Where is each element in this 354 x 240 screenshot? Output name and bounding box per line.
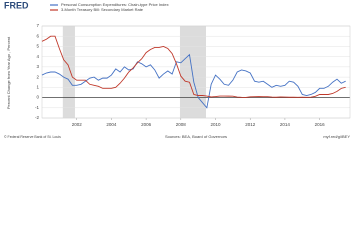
x-tick-label: 2010 <box>211 122 222 127</box>
x-tick-label: 2004 <box>106 122 117 127</box>
x-tick-label: 2008 <box>176 122 187 127</box>
y-tick-label: 6 <box>36 33 39 38</box>
background <box>0 0 354 142</box>
x-tick-label: 2016 <box>315 122 326 127</box>
y-tick-label: 1 <box>36 85 39 90</box>
y-tick-label: 7 <box>36 23 39 28</box>
x-tick-label: 2014 <box>280 122 291 127</box>
y-axis-label: Percent Change from Year Ago , Percent <box>6 36 11 109</box>
source: Sources: BEA, Board of Governors <box>165 134 227 139</box>
y-tick-label: 5 <box>36 44 39 49</box>
x-tick-label: 2002 <box>72 122 83 127</box>
y-tick-label: 0 <box>36 95 39 100</box>
x-tick-label: 2006 <box>141 122 152 127</box>
recession-band <box>179 26 206 118</box>
y-tick-label: -1 <box>35 105 39 110</box>
legend-label: 3-Month Treasury Bill: Secondary Market … <box>61 7 144 12</box>
y-tick-label: -2 <box>35 115 39 120</box>
legend-label: Personal Consumption Expenditures: Chain… <box>61 2 169 7</box>
y-tick-label: 2 <box>36 74 39 79</box>
series-line <box>41 53 346 109</box>
y-tick-label: 3 <box>36 64 39 69</box>
credit: © Federal Reserve Bank of St. Louis <box>4 135 61 139</box>
plot-frame <box>41 25 351 119</box>
link[interactable]: myf.red/g/iBEY <box>323 134 350 139</box>
recession-band <box>62 26 75 118</box>
y-tick-label: 4 <box>36 54 39 59</box>
chart: FRED Percent Change from Year Ago , Perc… <box>0 0 354 142</box>
logo: FRED <box>4 0 29 10</box>
x-tick-label: 2012 <box>245 122 256 127</box>
series-line <box>41 35 346 98</box>
